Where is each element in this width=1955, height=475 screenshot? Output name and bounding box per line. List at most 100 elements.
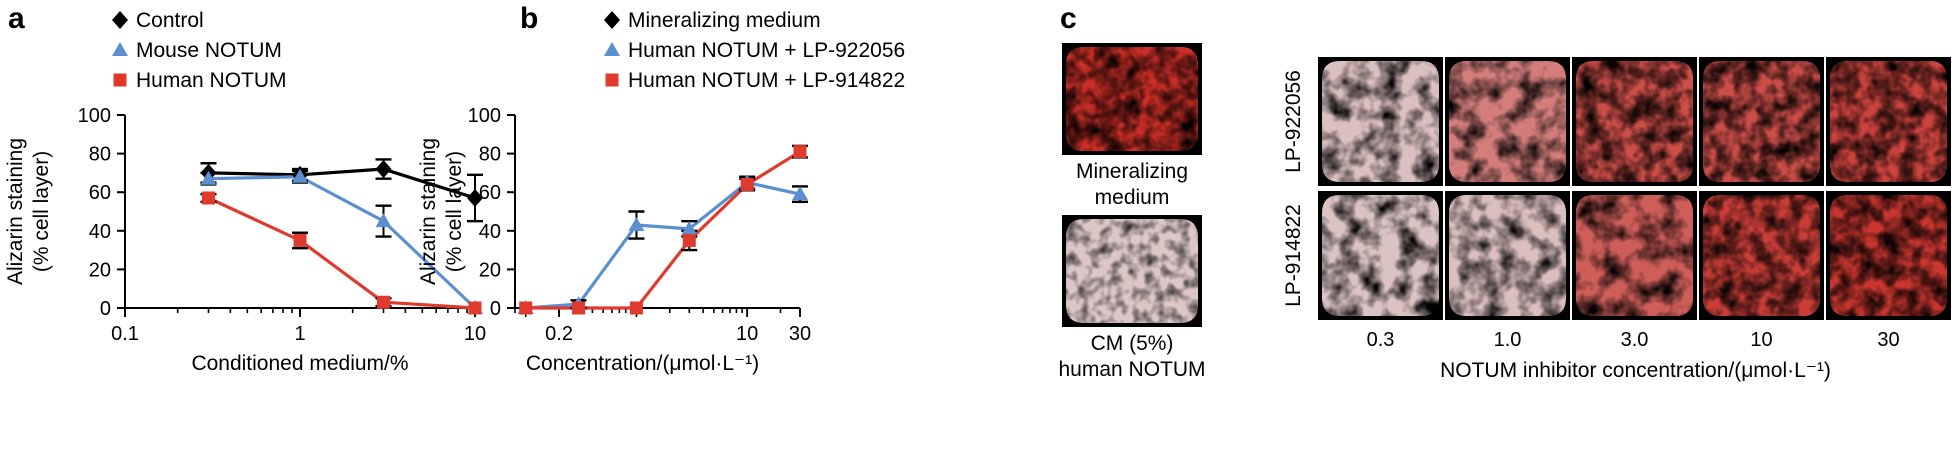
stain-dark xyxy=(1703,195,1820,316)
y-tick-label: 100 xyxy=(78,105,111,127)
data-point xyxy=(629,301,643,315)
micrograph-panel: Mineralizing medium CM (5%) human NOTUM LP-9… xyxy=(1058,43,1951,382)
y-tick-label: 20 xyxy=(89,259,111,281)
y-axis-title-line1: Alizarin staining xyxy=(4,138,27,285)
series-line xyxy=(525,150,801,310)
series-line xyxy=(207,196,476,310)
data-point xyxy=(375,213,392,228)
y-axis-title-line2: (% cell layer) xyxy=(30,151,53,272)
stain-texture xyxy=(1322,61,1439,182)
stain-dark xyxy=(1703,61,1820,182)
data-point xyxy=(682,233,696,247)
series-line xyxy=(525,180,801,310)
data-point xyxy=(740,177,754,191)
y-tick-label: 60 xyxy=(89,182,111,204)
data-point xyxy=(681,220,698,235)
legend-label: Human NOTUM + LP-914822 xyxy=(628,69,905,92)
micrograph-cell xyxy=(1699,57,1824,186)
data-point xyxy=(628,217,645,232)
micrograph-caption: CM (5%) xyxy=(1091,332,1174,355)
y-tick-label: 40 xyxy=(89,221,111,243)
stain-dark xyxy=(1576,61,1693,182)
panel-c-x-title: NOTUM inhibitor concentration/(μmol·L⁻¹) xyxy=(1440,359,1831,382)
micrograph-cell xyxy=(1445,191,1570,320)
micrograph-cell xyxy=(1572,57,1697,186)
micrograph-cell xyxy=(1826,57,1951,186)
y-tick-label: 0 xyxy=(100,298,111,320)
data-point xyxy=(793,145,807,159)
data-point xyxy=(376,295,390,309)
data-point xyxy=(468,301,482,315)
y-tick-label: 40 xyxy=(479,221,501,243)
micrograph-caption: human NOTUM xyxy=(1058,358,1205,381)
y-tick-label: 60 xyxy=(479,182,501,204)
data-point xyxy=(572,301,586,315)
chart-b: 0 20 40 60 80 100 0.2 10 30 Concentration/(μmol·L… xyxy=(417,9,905,375)
legend-marker xyxy=(113,73,127,87)
stain-texture xyxy=(1449,195,1566,316)
x-tick-label: 10 xyxy=(464,323,486,345)
panel-letter-c: c xyxy=(1060,2,1077,35)
legend-marker xyxy=(604,42,620,56)
micrograph-cell xyxy=(1318,191,1443,320)
micrograph-cell xyxy=(1445,57,1570,186)
micrograph-mineralizing-medium xyxy=(1062,43,1202,155)
row-label: LP-914822 xyxy=(1282,204,1305,307)
stain-texture xyxy=(1322,195,1439,316)
legend-label: Mineralizing medium xyxy=(628,9,821,32)
legend-label: Control xyxy=(136,9,204,32)
data-point xyxy=(519,301,533,315)
data-point xyxy=(293,233,307,247)
panel-letter-a: a xyxy=(8,2,25,35)
column-label: 10 xyxy=(1750,329,1772,351)
micrograph-cell xyxy=(1826,191,1951,320)
column-label: 30 xyxy=(1877,329,1899,351)
data-point xyxy=(467,188,483,207)
x-axis-title: Conditioned medium/% xyxy=(191,352,408,375)
row-label: LP-922056 xyxy=(1282,70,1305,173)
x-tick-label: 30 xyxy=(789,323,811,345)
data-point xyxy=(201,191,215,205)
legend-marker xyxy=(112,42,128,56)
micrograph-cm-human-notum xyxy=(1062,215,1202,327)
field-texture xyxy=(1066,219,1198,323)
micrograph-cell xyxy=(1572,191,1697,320)
micrograph-caption: medium xyxy=(1095,186,1170,209)
legend-label: Mouse NOTUM xyxy=(136,39,282,62)
data-point xyxy=(792,186,808,201)
series-line xyxy=(208,175,477,310)
micrograph-cell xyxy=(1318,57,1443,186)
x-tick-label: 1 xyxy=(294,323,305,345)
y-tick-label: 20 xyxy=(479,259,501,281)
panel-letter-b: b xyxy=(520,2,538,35)
stain-dark xyxy=(1066,47,1198,151)
x-tick-label: 0.2 xyxy=(545,323,573,345)
legend-label: Human NOTUM xyxy=(136,69,287,92)
x-axis-title: Concentration/(μmol·L⁻¹) xyxy=(526,352,759,375)
stain-dark xyxy=(1830,61,1947,182)
chart-a: 0 20 40 60 80 100 0.1 1 10 Conditioned medium/% Al… xyxy=(4,9,486,375)
stain-texture xyxy=(1449,61,1566,182)
y-axis-title-line1: Alizarin staining xyxy=(417,138,440,285)
stain-texture xyxy=(1576,195,1693,316)
legend-marker xyxy=(605,73,619,87)
legend-marker xyxy=(112,11,128,29)
data-point xyxy=(200,170,217,185)
column-label: 3.0 xyxy=(1621,329,1649,351)
column-label: 0.3 xyxy=(1367,329,1395,351)
y-tick-label: 0 xyxy=(490,298,501,320)
y-tick-label: 80 xyxy=(89,144,111,166)
y-tick-label: 100 xyxy=(468,105,501,127)
x-tick-label: 10 xyxy=(736,323,758,345)
y-axis-title-line2: (% cell layer) xyxy=(443,151,466,272)
series-line xyxy=(208,167,476,200)
y-tick-label: 80 xyxy=(479,144,501,166)
micrograph-cell xyxy=(1699,191,1824,320)
data-point xyxy=(375,160,392,179)
x-tick-label: 0.1 xyxy=(111,323,139,345)
data-point xyxy=(292,168,308,183)
column-label: 1.0 xyxy=(1494,329,1522,351)
micrograph-caption: Mineralizing xyxy=(1076,160,1188,183)
stain-dark xyxy=(1830,195,1947,316)
